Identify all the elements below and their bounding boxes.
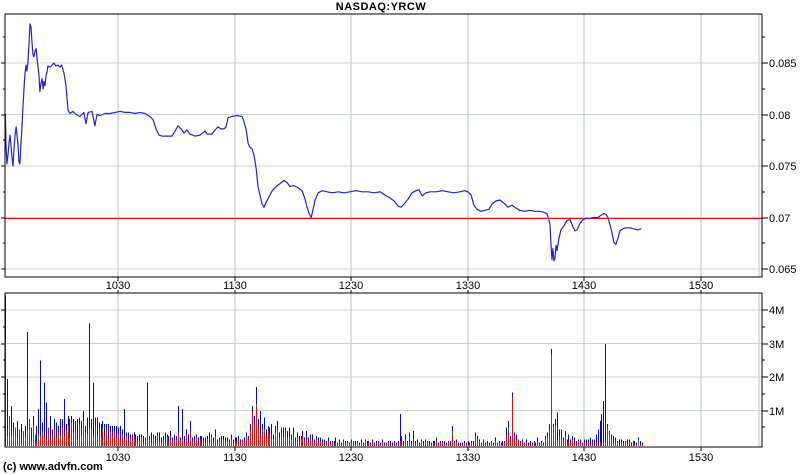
- price-line: [4, 23, 642, 262]
- xtick-label-mid: 1430: [572, 280, 596, 292]
- price-ytick-label: 0.065: [769, 264, 797, 276]
- xtick-label-bottom: 1230: [339, 452, 363, 464]
- volume-ytick-label: 1M: [769, 406, 784, 418]
- advfn-watermark: (c) www.advfn.com: [3, 461, 103, 473]
- xtick-label-mid: 1030: [106, 280, 130, 292]
- price-ytick-label: 0.085: [769, 58, 797, 70]
- xtick-label-mid: 1530: [689, 280, 713, 292]
- xtick-label-bottom: 1030: [106, 452, 130, 464]
- xtick-label-mid: 1330: [456, 280, 480, 292]
- xtick-label-mid: 1230: [339, 280, 363, 292]
- xtick-label-bottom: 1430: [572, 452, 596, 464]
- price-ytick-label: 0.08: [769, 110, 790, 122]
- volume-bars: [5, 295, 643, 446]
- volume-ytick-label: 4M: [769, 305, 784, 317]
- price-plot-border: [4, 13, 763, 278]
- volume-plot-border: [4, 292, 763, 448]
- chart-title: NASDAQ:YRCW: [335, 1, 427, 13]
- xtick-label-mid: 1130: [223, 280, 247, 292]
- price-ytick-label: 0.07: [769, 213, 790, 225]
- xtick-label-bottom: 1130: [223, 452, 247, 464]
- price-ytick-label: 0.075: [769, 161, 797, 173]
- volume-ytick-label: 2M: [769, 372, 784, 384]
- xtick-label-bottom: 1330: [456, 452, 480, 464]
- volume-ytick-label: 3M: [769, 339, 784, 351]
- xtick-label-bottom: 1530: [689, 452, 713, 464]
